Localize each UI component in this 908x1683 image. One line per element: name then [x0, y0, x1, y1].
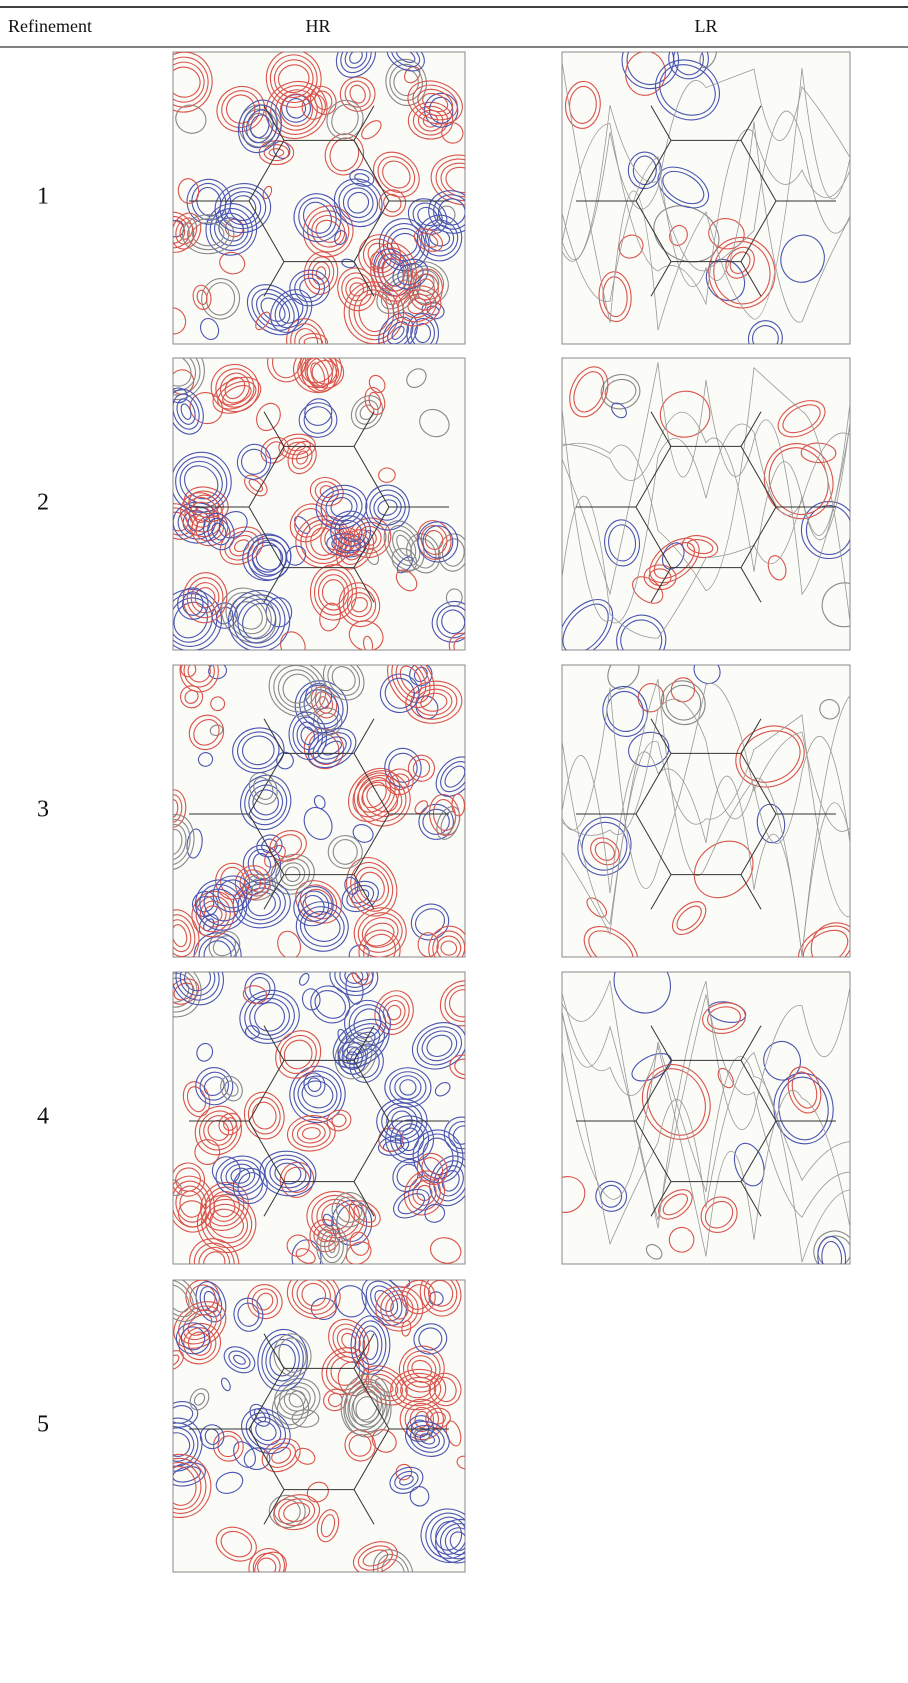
- contour-map: [142, 941, 495, 1296]
- contour-map: [562, 28, 850, 359]
- contour-map: [145, 28, 497, 370]
- row-label: 4: [37, 1104, 49, 1130]
- header-refinement: Refinement: [8, 16, 92, 36]
- row-label: 5: [37, 1412, 49, 1438]
- contour-map: [133, 328, 486, 669]
- row-label: 2: [37, 490, 49, 516]
- header-lr: LR: [694, 16, 717, 36]
- contour-map: [548, 358, 875, 672]
- row-label: 3: [37, 797, 49, 823]
- contour-map: [562, 648, 874, 986]
- contour-map: [144, 1263, 489, 1601]
- row-label: 1: [37, 184, 49, 210]
- header-hr: HR: [305, 16, 330, 36]
- table-page: Refinement HR LR 1 2 3 4 5: [0, 0, 908, 1683]
- contour-map: [147, 643, 481, 979]
- contour-map: [541, 943, 861, 1280]
